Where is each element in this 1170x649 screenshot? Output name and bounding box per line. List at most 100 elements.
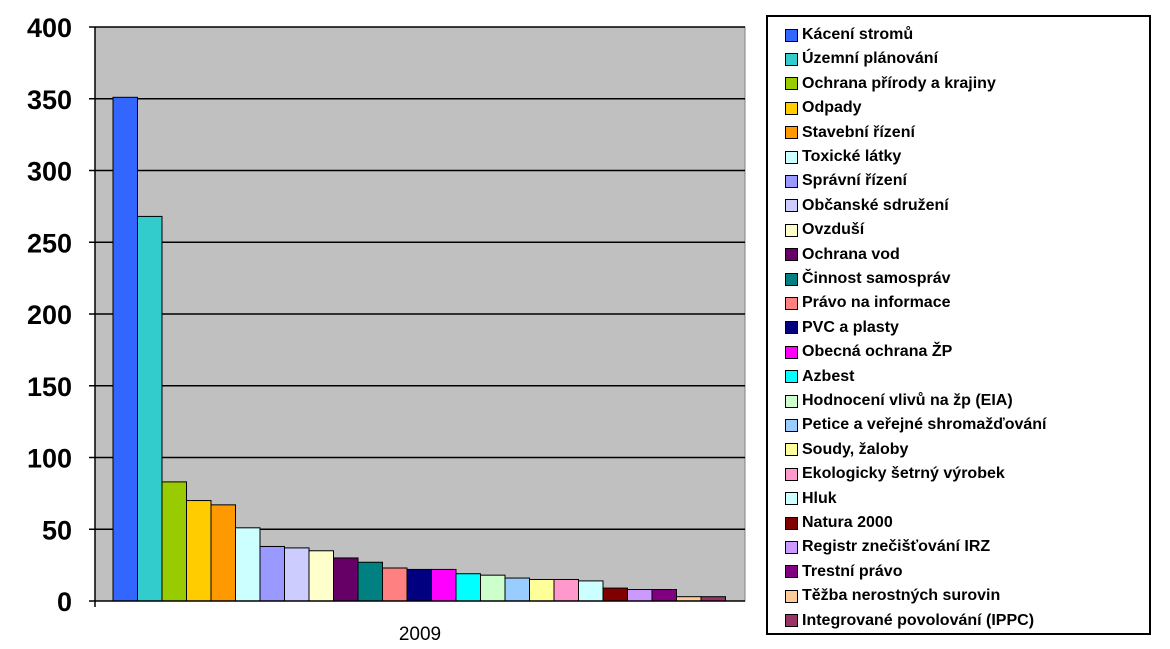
legend-item: Kácení stromů (785, 23, 913, 47)
legend-swatch (785, 272, 798, 286)
legend-item: Těžba nerostných surovin (785, 584, 1000, 608)
legend-label: Ochrana přírody a krajiny (802, 74, 996, 92)
legend-label: Registr znečišťování IRZ (802, 538, 991, 556)
legend-swatch (785, 126, 798, 140)
legend-swatch (785, 150, 798, 164)
legend-label: Těžba nerostných surovin (802, 587, 1001, 605)
bar (161, 481, 187, 602)
bar (431, 568, 457, 602)
bar (627, 589, 653, 602)
legend-swatch (785, 28, 798, 42)
legend-item: Petice a veřejné shromažďování (785, 413, 1047, 437)
y-tick-label: 300 (27, 157, 72, 187)
legend-swatch (785, 418, 798, 432)
legend-swatch (785, 321, 798, 335)
bar (284, 547, 310, 602)
legend-label: Integrované povolování (IPPC) (802, 611, 1035, 629)
legend-swatch (785, 345, 798, 359)
legend-item: Toxické látky (785, 145, 901, 169)
legend-label: Natura 2000 (802, 514, 893, 531)
y-tick-label: 200 (27, 300, 72, 330)
legend-label: Trestní právo (802, 562, 903, 580)
bar (504, 577, 530, 602)
legend-item: Azbest (785, 365, 854, 389)
axes (94, 27, 745, 607)
bar (137, 215, 163, 602)
legend-label: Kácení stromů (802, 26, 914, 43)
y-tick-label: 400 (27, 13, 72, 43)
legend-swatch (785, 467, 798, 481)
legend-swatch (785, 614, 798, 628)
legend-label: Ovzduší (802, 221, 865, 239)
y-tick-label: 150 (27, 372, 72, 402)
y-tick-label: 0 (57, 587, 72, 617)
bar (578, 580, 604, 602)
y-tick-label: 50 (42, 515, 72, 545)
legend-item: Hluk (785, 487, 837, 511)
bar (480, 574, 506, 602)
legend-swatch (785, 248, 798, 262)
legend-swatch (785, 199, 798, 213)
legend-item: Ekologicky šetrný výrobek (785, 462, 1005, 486)
bar (308, 550, 334, 602)
bar (406, 568, 432, 602)
y-tick-label: 100 (27, 444, 72, 474)
legend-item: Činnost samospráv (785, 267, 950, 291)
bar (259, 545, 285, 602)
legend-label: Toxické látky (802, 148, 902, 165)
bar (529, 578, 555, 602)
legend-label: Občanské sdružení (802, 196, 949, 214)
legend-label: Odpady (802, 99, 862, 117)
legend-label: Azbest (802, 367, 855, 385)
legend-label: Petice a veřejné shromažďování (802, 416, 1047, 434)
bar (235, 527, 261, 602)
bar (455, 573, 481, 602)
bar (186, 500, 212, 602)
legend-label: Územní plánování (802, 50, 939, 68)
y-tick-label: 250 (27, 228, 72, 258)
bar-chart: 0 50 100 150 200 250 300 350 400 2009 (27, 13, 746, 645)
legend-item: Ochrana přírody a krajiny (785, 72, 996, 96)
legend-item: Odpady (785, 96, 862, 120)
legend-label: PVC a plasty (802, 318, 899, 336)
bar (210, 504, 236, 602)
legend-swatch (785, 516, 798, 530)
legend-swatch (785, 443, 798, 457)
legend-swatch (785, 370, 798, 384)
bars (112, 96, 726, 602)
legend-label: Činnost samospráv (802, 270, 951, 287)
bar (651, 589, 677, 602)
x-category-label: 2009 (399, 624, 441, 645)
legend: Kácení stromů Územní plánování Ochrana pří… (766, 15, 1151, 635)
legend-swatch (785, 565, 798, 579)
legend-item: Stavební řízení (785, 121, 915, 145)
legend-item: Ochrana vod (785, 243, 900, 267)
legend-item: Integrované povolování (IPPC) (785, 609, 1034, 633)
y-axis-ticks: 0 50 100 150 200 250 300 350 400 (27, 13, 95, 617)
legend-swatch (785, 174, 798, 188)
bar (553, 578, 579, 602)
legend-label: Právo na informace (802, 294, 951, 312)
legend-item: Územní plánování (785, 47, 938, 71)
legend-item: Registr znečišťování IRZ (785, 535, 990, 559)
legend-swatch (785, 540, 798, 554)
legend-item: Natura 2000 (785, 511, 893, 535)
legend-swatch (785, 589, 798, 603)
legend-swatch (785, 296, 798, 310)
legend-item: Občanské sdružení (785, 194, 949, 218)
legend-item: Obecná ochrana ŽP (785, 340, 952, 364)
legend-item: Správní řízení (785, 169, 907, 193)
legend-swatch (785, 223, 798, 237)
legend-item: Ovzduší (785, 218, 864, 242)
bar (112, 96, 138, 602)
legend-label: Hluk (802, 489, 837, 507)
bar (333, 557, 359, 602)
legend-swatch (785, 52, 798, 66)
legend-item: Soudy, žaloby (785, 438, 908, 462)
bar (382, 567, 408, 602)
bar (602, 587, 628, 602)
legend-swatch (785, 77, 798, 91)
legend-swatch (785, 492, 798, 506)
legend-item: Právo na informace (785, 291, 951, 315)
legend-label: Obecná ochrana ŽP (802, 343, 953, 361)
